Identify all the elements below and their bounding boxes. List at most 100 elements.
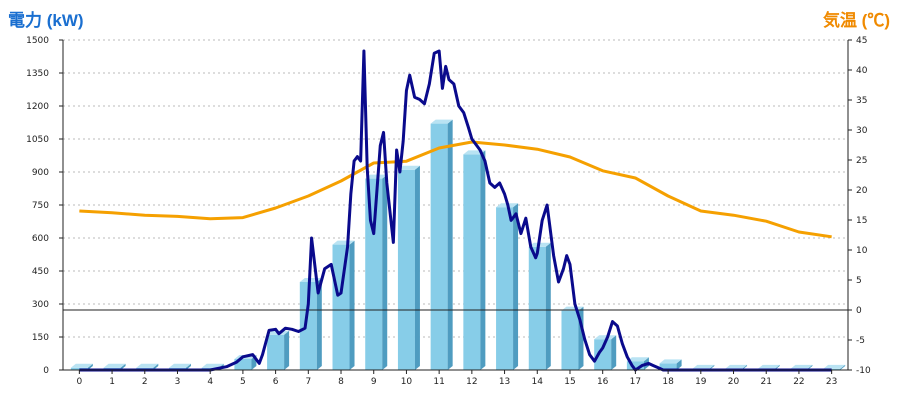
right-tick-label: 20 <box>856 186 868 196</box>
bar-side <box>87 363 93 370</box>
bar-top <box>626 357 649 362</box>
bar-top <box>397 165 420 170</box>
x-tick-label: 11 <box>433 377 444 387</box>
bar-front <box>626 361 644 370</box>
bar-top <box>70 363 93 368</box>
bar <box>267 330 290 370</box>
left-tick-label: 900 <box>32 168 49 178</box>
bar <box>594 335 617 370</box>
right-tick-label: 45 <box>856 36 867 46</box>
left-tick-label: 1350 <box>26 69 49 79</box>
right-tick-label: 10 <box>856 246 868 256</box>
left-tick-label: 600 <box>32 234 49 244</box>
bar <box>528 242 551 370</box>
bar-side <box>120 363 126 370</box>
bar-top <box>692 364 715 369</box>
bar-side <box>676 359 682 370</box>
right-tick-label: -10 <box>856 366 871 376</box>
bar-top <box>725 364 748 369</box>
left-tick-label: 450 <box>32 267 49 277</box>
bar-front <box>594 339 612 370</box>
bar-top <box>168 363 191 368</box>
bar-top <box>659 359 682 364</box>
x-tick-label: 2 <box>142 377 148 387</box>
x-tick-label: 6 <box>273 377 279 387</box>
bar-top <box>790 364 813 369</box>
right-tick-label: 35 <box>856 96 867 106</box>
x-tick-label: 10 <box>401 377 413 387</box>
x-tick-label: 23 <box>826 377 837 387</box>
bar-top <box>430 119 453 124</box>
bar-front <box>397 169 415 370</box>
bar <box>463 150 486 370</box>
bar <box>365 174 388 370</box>
x-tick-label: 1 <box>109 377 115 387</box>
bar <box>659 359 682 370</box>
bar-top <box>594 335 617 340</box>
right-tick-label: -5 <box>856 336 865 346</box>
bar <box>496 203 519 370</box>
right-tick-label: 15 <box>856 216 867 226</box>
left-tick-label: 150 <box>32 333 49 343</box>
right-tick-label: 40 <box>856 66 868 76</box>
left-tick-label: 750 <box>32 201 49 211</box>
bar-side <box>349 240 355 370</box>
left-tick-label: 1500 <box>26 36 49 46</box>
bar <box>332 240 355 370</box>
power-line <box>79 49 832 372</box>
x-tick-label: 9 <box>371 377 377 387</box>
bar-front <box>528 246 546 370</box>
left-tick-label: 1050 <box>26 135 49 145</box>
bar-side <box>545 242 551 370</box>
right-axis-title: 気温 (℃) <box>822 11 890 30</box>
bar-side <box>611 335 617 370</box>
bar-side <box>153 363 159 370</box>
bar-top <box>201 363 224 368</box>
x-tick-label: 7 <box>305 377 311 387</box>
x-tick-label: 3 <box>175 377 181 387</box>
x-tick-label: 5 <box>240 377 246 387</box>
left-axis-title: 電力 (kW) <box>8 11 84 30</box>
left-tick-label: 0 <box>43 366 49 376</box>
x-tick-label: 12 <box>466 377 477 387</box>
bar-top <box>757 364 780 369</box>
bar-side <box>513 203 519 370</box>
x-tick-label: 22 <box>793 377 804 387</box>
right-tick-label: 25 <box>856 156 867 166</box>
bar-front <box>267 334 285 370</box>
right-tick-label: 0 <box>856 306 862 316</box>
bar-front <box>496 207 514 370</box>
bar-top <box>365 174 388 179</box>
x-tick-label: 14 <box>532 377 544 387</box>
bar-side <box>480 150 486 370</box>
bar-side <box>316 278 322 370</box>
bar-front <box>561 310 579 370</box>
bar-front <box>463 154 481 370</box>
bar-side <box>447 119 453 370</box>
right-tick-label: 5 <box>856 276 862 286</box>
left-tick-label: 300 <box>32 300 49 310</box>
x-tick-label: 19 <box>695 377 707 387</box>
x-tick-label: 21 <box>761 377 772 387</box>
bar-front <box>430 123 448 370</box>
bar-side <box>382 174 388 370</box>
left-tick-label: 1200 <box>26 102 49 112</box>
bar-front <box>234 359 252 370</box>
bar-top <box>136 363 159 368</box>
temperature-line <box>79 140 832 239</box>
bar <box>430 119 453 370</box>
bar-front <box>299 282 317 370</box>
x-tick-label: 13 <box>499 377 510 387</box>
bar-side <box>840 364 846 370</box>
bar-top <box>823 364 846 369</box>
x-tick-label: 8 <box>338 377 344 387</box>
bar-front <box>823 368 841 370</box>
x-tick-label: 15 <box>564 377 575 387</box>
x-tick-label: 16 <box>597 377 609 387</box>
x-tick-label: 20 <box>728 377 740 387</box>
bar-side <box>284 330 290 370</box>
bar-top <box>103 363 126 368</box>
bar <box>823 364 846 370</box>
bar <box>397 165 420 370</box>
